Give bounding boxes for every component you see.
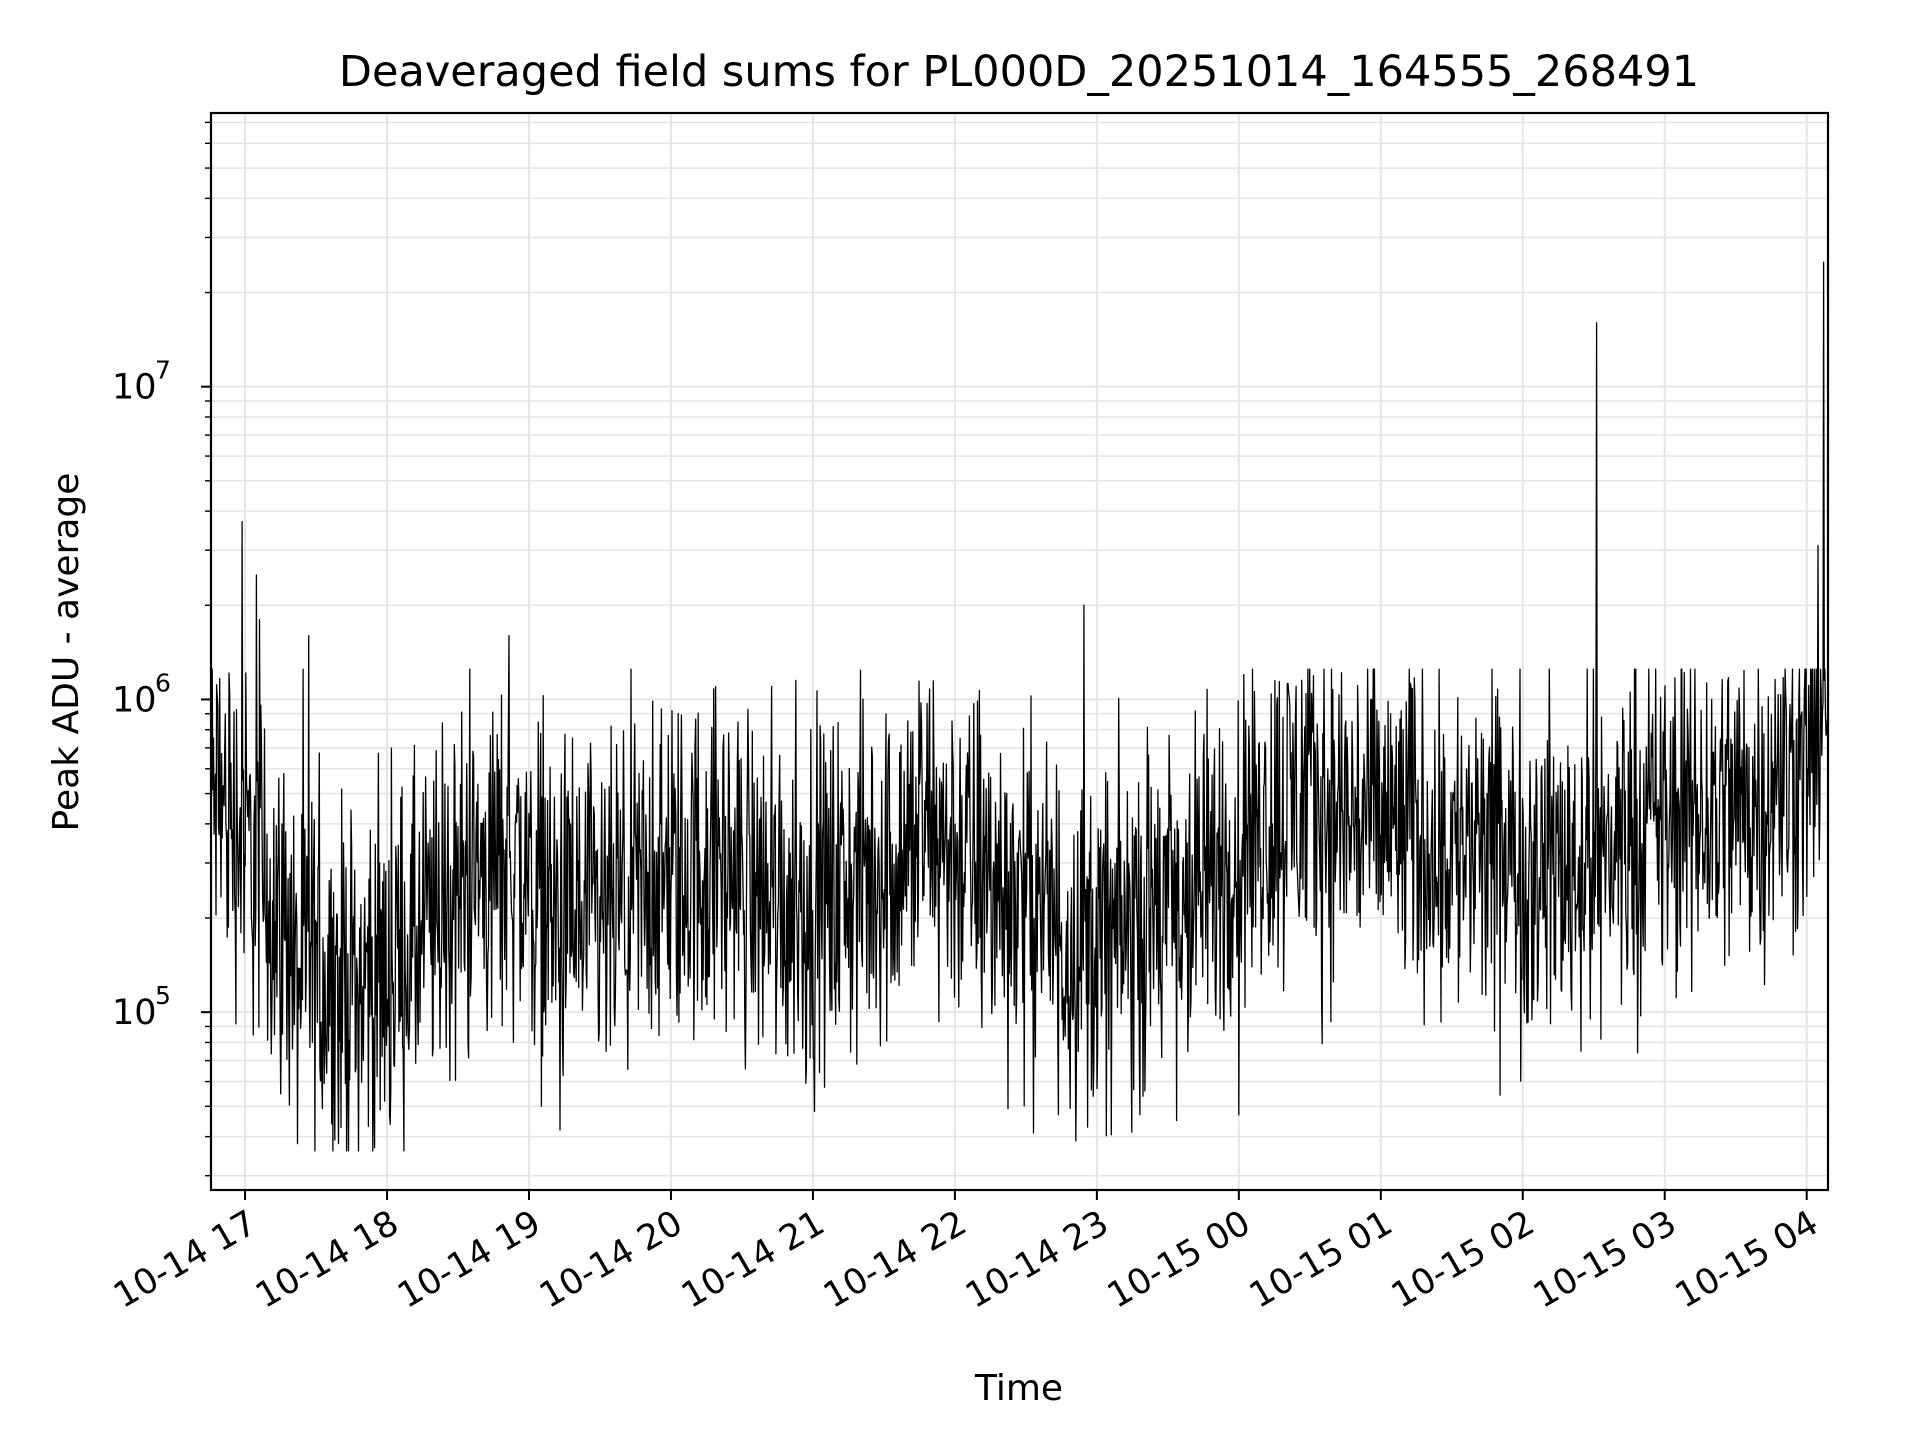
y-tick-base: 10 — [112, 680, 157, 720]
series-layer — [210, 261, 1829, 1152]
y-tick-exponent: 5 — [155, 981, 171, 1010]
series-line — [210, 261, 1829, 1152]
y-tick-base: 10 — [112, 368, 157, 408]
y-axis-label: Peak ADU - average — [46, 473, 87, 832]
y-tick-base: 10 — [112, 993, 157, 1033]
plot-frame — [209, 111, 1830, 1192]
y-tick-exponent: 6 — [155, 668, 171, 697]
y-tick-exponent: 7 — [155, 356, 171, 385]
x-axis-label: Time — [974, 1368, 1063, 1409]
y-tick-label: 106 — [112, 668, 171, 720]
y-tick-label: 105 — [112, 981, 171, 1033]
y-tick-label: 107 — [112, 356, 171, 408]
chart-title: Deaveraged field sums for PL000D_2025101… — [339, 47, 1699, 97]
